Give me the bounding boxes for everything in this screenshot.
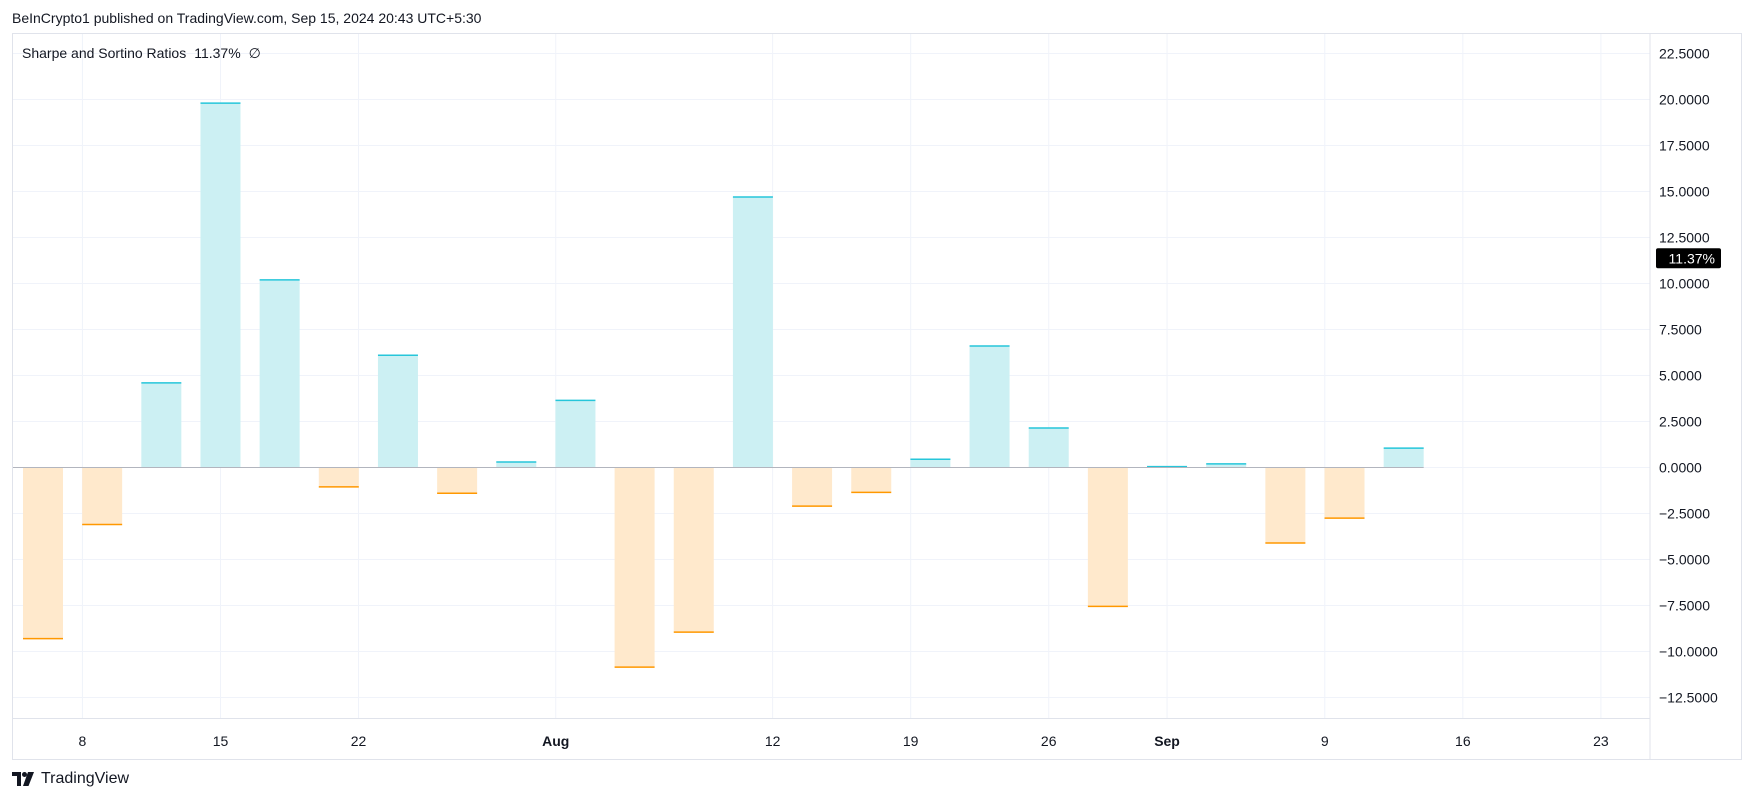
- histogram-bar: [23, 467, 63, 639]
- y-tick-label: −5.0000: [1659, 552, 1710, 568]
- chart-pane[interactable]: [12, 33, 1742, 760]
- indicator-name[interactable]: Sharpe and Sortino Ratios: [22, 45, 187, 61]
- tradingview-brand[interactable]: TradingView: [12, 770, 129, 788]
- y-tick-label: 17.5000: [1659, 138, 1710, 154]
- y-tick-label: 20.0000: [1659, 92, 1710, 108]
- histogram-bar: [732, 197, 773, 468]
- histogram-bar: [318, 467, 359, 487]
- histogram-bar: [1324, 467, 1365, 519]
- histogram-bar: [496, 461, 537, 468]
- x-tick-label: 22: [351, 733, 367, 749]
- y-tick-label: 5.0000: [1659, 368, 1702, 384]
- histogram-bar: [377, 355, 418, 468]
- y-tick-label: 10.0000: [1659, 276, 1710, 292]
- x-tick-label: 23: [1593, 733, 1609, 749]
- last-value-layer: 11.37%: [1656, 248, 1721, 269]
- x-tick-label: 9: [1321, 733, 1329, 749]
- histogram-bar: [792, 467, 833, 507]
- histogram-bar: [437, 467, 478, 494]
- last-value-label: 11.37%: [1669, 250, 1715, 266]
- indicator-value: 11.37%: [194, 45, 241, 61]
- histogram-bar: [1028, 427, 1069, 468]
- histogram-bar: [1265, 467, 1306, 543]
- grid-layer: [13, 34, 1651, 759]
- histogram-bar: [555, 400, 596, 468]
- y-tick-label: 22.5000: [1659, 46, 1710, 62]
- last-value-badge: [1656, 248, 1721, 269]
- histogram-bar: [851, 467, 892, 493]
- histogram-bar: [1087, 467, 1128, 607]
- x-tick-label: 8: [79, 733, 87, 749]
- publish-info-text: BeInCrypto1 published on TradingView.com…: [12, 10, 482, 26]
- histogram-bar: [259, 279, 300, 468]
- bars-layer: [13, 102, 1424, 668]
- x-tick-label: Sep: [1154, 733, 1180, 749]
- brand-name: TradingView: [41, 770, 130, 787]
- histogram-bar: [673, 467, 714, 633]
- histogram-bar: [614, 467, 655, 668]
- histogram-bar: [200, 103, 241, 468]
- y-axis: 22.5000 20.0000 17.5000 15.0000 12.5000 10.00…: [1659, 46, 1718, 706]
- y-tick-label: 12.5000: [1659, 230, 1710, 246]
- tradingview-logo-icon: [12, 772, 34, 786]
- y-tick-label: 7.5000: [1659, 322, 1702, 338]
- x-tick-label: Aug: [542, 733, 569, 749]
- indicator-legend[interactable]: Sharpe and Sortino Ratios 11.37% ∅: [22, 45, 261, 62]
- y-tick-label: −7.5000: [1659, 598, 1710, 614]
- y-tick-label: −2.5000: [1659, 506, 1710, 522]
- histogram-bar: [82, 467, 123, 525]
- x-tick-label: 26: [1041, 733, 1057, 749]
- histogram-bar: [141, 382, 182, 468]
- y-tick-label: 2.5000: [1659, 414, 1702, 430]
- histogram-bar: [1206, 463, 1247, 468]
- x-tick-label: 16: [1455, 733, 1471, 749]
- histogram-bar: [1383, 448, 1424, 468]
- y-tick-label: −10.0000: [1659, 644, 1718, 660]
- y-tick-label: 0.0000: [1659, 460, 1702, 476]
- histogram-bar: [910, 459, 951, 468]
- x-axis: 8 15 22 Aug 12 19 26 Sep 9 16 23: [79, 733, 1609, 749]
- x-tick-label: 19: [903, 733, 919, 749]
- y-tick-label: −12.5000: [1659, 690, 1718, 706]
- x-tick-label: 15: [213, 733, 229, 749]
- y-tick-label: 15.0000: [1659, 184, 1710, 200]
- empty-set-icon: ∅: [248, 45, 261, 61]
- x-tick-label: 12: [765, 733, 781, 749]
- histogram-bar: [969, 346, 1010, 468]
